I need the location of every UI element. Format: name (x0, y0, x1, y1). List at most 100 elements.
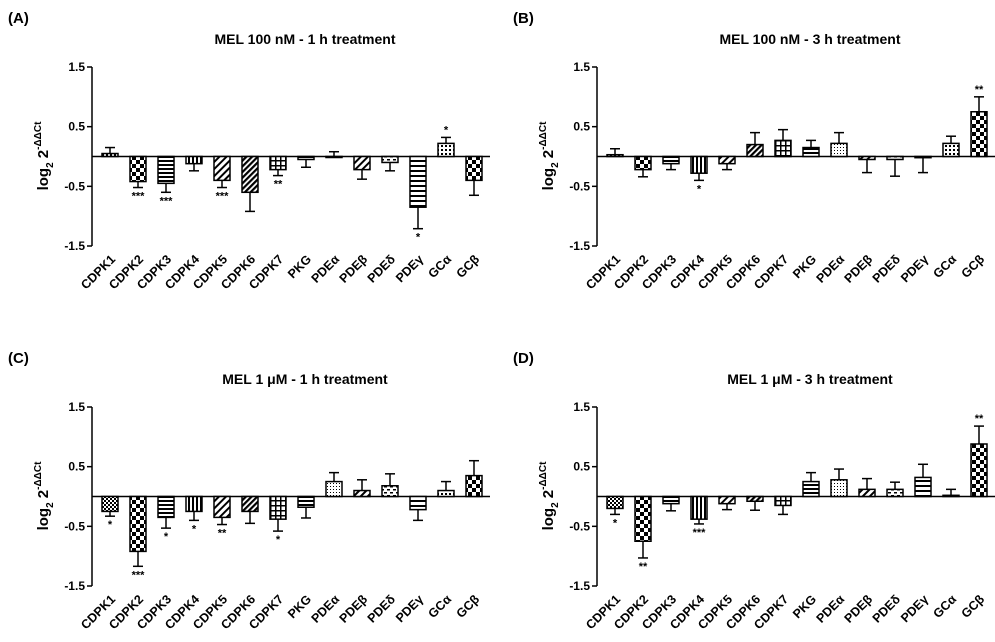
bar-pdeβ (858, 488, 876, 498)
significance-label: *** (132, 569, 146, 581)
y-tick-label: 0.5 (573, 460, 590, 474)
bar-pkg (297, 495, 315, 508)
bar-cdpk5 (718, 155, 736, 165)
significance-label: *** (132, 191, 146, 203)
panel-label: (B) (513, 10, 534, 27)
x-tick-label: GCβ (454, 592, 483, 621)
x-tick-label: PDEδ (365, 252, 399, 286)
bar-cdpk5 (213, 155, 231, 182)
bar-pdeα (830, 479, 848, 498)
bar-cdpk4 (690, 495, 708, 520)
panel-a: (A) MEL 100 nM - 1 h treatment log2 2-ΔΔCt… (8, 10, 490, 292)
x-tick-label: PDEδ (365, 592, 399, 626)
bar-gcα (942, 142, 960, 158)
x-tick-label: PDEα (309, 592, 343, 626)
bar-pdeβ (858, 155, 876, 161)
y-tick-label: -0.5 (64, 179, 85, 193)
bar-pdeγ (409, 495, 427, 511)
x-tick-label: PDEδ (870, 592, 904, 626)
significance-label: *** (693, 527, 707, 539)
x-tick-label: PDEβ (842, 592, 876, 626)
y-tick-label: 0.5 (68, 120, 85, 134)
x-tick-label: GCα (931, 592, 960, 621)
x-tick-label: PDEγ (898, 252, 931, 285)
significance-label: ** (975, 413, 984, 425)
y-tick-label: 0.5 (573, 120, 590, 134)
bar-cdpk2 (129, 495, 147, 553)
significance-label: * (164, 531, 169, 543)
y-tick-label: -1.5 (64, 239, 85, 253)
significance-label: * (613, 517, 618, 529)
bar-pkg (802, 480, 820, 498)
bar-pdeδ (381, 155, 399, 164)
panel-b: (B) MEL 100 nM - 3 h treatment log2 2-ΔΔCt… (513, 10, 995, 292)
bar-pkg (297, 155, 315, 161)
x-tick-label: GCα (426, 592, 455, 621)
panel-label: (C) (8, 350, 29, 367)
significance-label: * (444, 124, 449, 136)
significance-label: * (416, 232, 421, 244)
bar-cdpk3 (157, 495, 175, 519)
y-axis-label: log2 2-ΔΔCt (33, 121, 56, 191)
bar-pdeβ (353, 155, 371, 171)
bar-cdpk6 (746, 143, 764, 158)
bar-pdeβ (353, 489, 371, 498)
significance-label: * (276, 534, 281, 546)
bar-cdpk6 (241, 155, 259, 194)
bar-pdeγ (914, 476, 932, 498)
x-tick-label: GCβ (959, 592, 988, 621)
bar-cdpk1 (606, 153, 624, 158)
x-tick-label: PDEδ (870, 252, 904, 286)
bar-cdpk4 (690, 155, 708, 174)
x-tick-label: PDEα (814, 592, 848, 626)
bar-gcα (437, 142, 455, 158)
x-tick-label: PDEα (814, 252, 848, 286)
significance-label: ** (274, 179, 283, 191)
bar-pkg (802, 146, 820, 158)
bar-gcβ (465, 155, 483, 182)
bar-cdpk7 (269, 495, 287, 520)
y-tick-label: -1.5 (64, 579, 85, 593)
bar-cdpk6 (241, 495, 259, 513)
y-axis-label: log2 2-ΔΔCt (538, 461, 561, 531)
bar-cdpk3 (662, 495, 680, 505)
significance-label: *** (216, 191, 230, 203)
chart-title: MEL 100 nM - 3 h treatment (719, 31, 900, 47)
bar-cdpk2 (634, 495, 652, 542)
x-tick-label: PDEγ (393, 252, 426, 285)
x-tick-label: PDEγ (898, 592, 931, 625)
panel-c: (C) MEL 1 μM - 1 h treatment log2 2-ΔΔCt 1.… (8, 350, 490, 632)
bar-cdpk3 (157, 155, 175, 185)
bar-cdpk1 (606, 495, 624, 510)
bar-cdpk7 (774, 495, 792, 507)
bar-gcα (942, 494, 960, 498)
bar-cdpk7 (774, 139, 792, 158)
bar-gcβ (970, 443, 988, 498)
x-tick-label: PDEβ (842, 252, 876, 286)
significance-label: ** (218, 528, 227, 540)
x-tick-label: GCβ (454, 252, 483, 281)
bar-cdpk3 (662, 155, 680, 165)
chart-title: MEL 1 μM - 3 h treatment (727, 371, 893, 387)
bar-pdeδ (381, 485, 399, 498)
bar-cdpk5 (213, 495, 231, 519)
bar-pdeδ (886, 488, 904, 498)
x-tick-label: PDEα (309, 252, 343, 286)
bar-cdpk4 (185, 155, 203, 165)
bar-cdpk1 (101, 495, 119, 513)
y-tick-label: 1.5 (573, 60, 590, 74)
bar-gcβ (465, 474, 483, 498)
bar-cdpk5 (718, 495, 736, 505)
bar-gcβ (970, 111, 988, 158)
y-tick-label: -0.5 (569, 179, 590, 193)
x-tick-label: PDEγ (393, 592, 426, 625)
chart-title: MEL 1 μM - 1 h treatment (222, 371, 388, 387)
bar-gcα (437, 489, 455, 498)
y-tick-label: -1.5 (569, 579, 590, 593)
x-tick-label: GCα (931, 252, 960, 281)
panel-d: (D) MEL 1 μM - 3 h treatment log2 2-ΔΔCt 1.… (513, 350, 995, 632)
bar-pdeα (325, 155, 343, 159)
panel-label: (D) (513, 350, 534, 367)
bar-cdpk1 (101, 152, 119, 158)
